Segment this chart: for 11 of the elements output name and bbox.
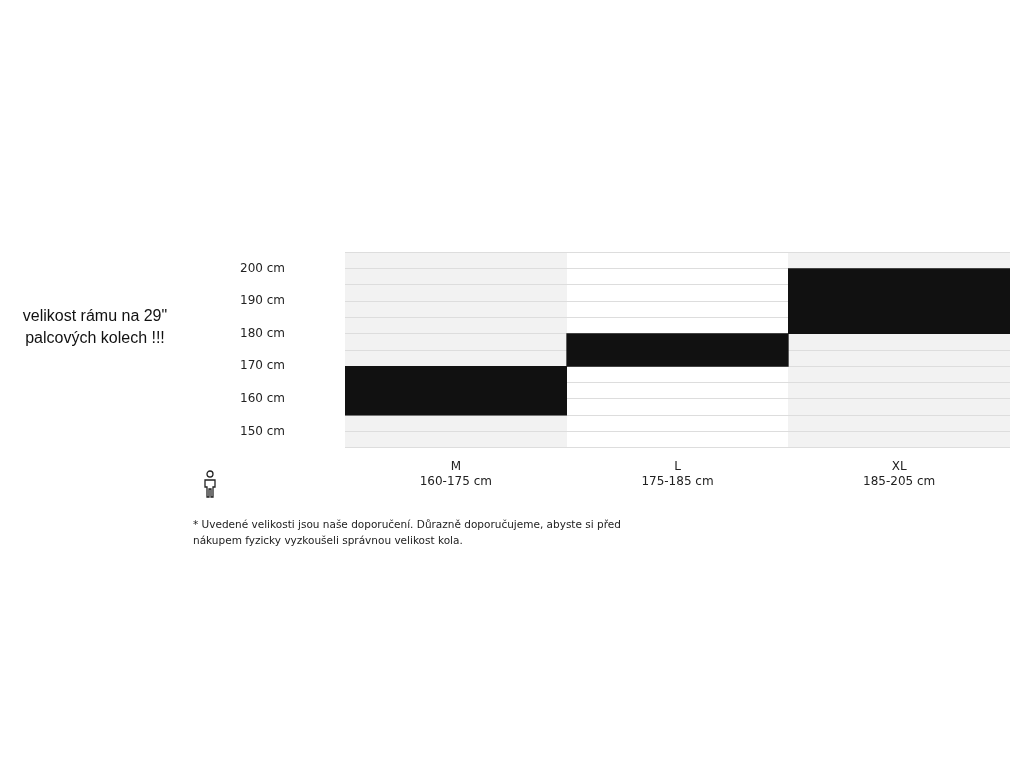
text: velikost rámu na 29" palcových kolech !!! <box>21 306 169 348</box>
y-tick-label: 150 cm <box>239 423 286 438</box>
text: * Uvedené velikosti jsou naše doporučení. Důrazně doporučujeme, abyste si před nákupem fyzicky vyzkoušeli správnou velikost kola. <box>193 517 622 548</box>
x-tick-label: M 160-175 cm <box>419 459 492 488</box>
y-tick-label: 160 cm <box>239 391 286 406</box>
x-tick-label: L 175-185 cm <box>641 459 714 488</box>
y-tick-label: 200 cm <box>239 260 286 275</box>
y-tick-label: 170 cm <box>239 358 286 373</box>
y-tick-label: 180 cm <box>239 325 286 340</box>
x-tick-label: XL 185-205 cm <box>863 459 936 488</box>
y-tick-label: 190 cm <box>239 293 286 308</box>
